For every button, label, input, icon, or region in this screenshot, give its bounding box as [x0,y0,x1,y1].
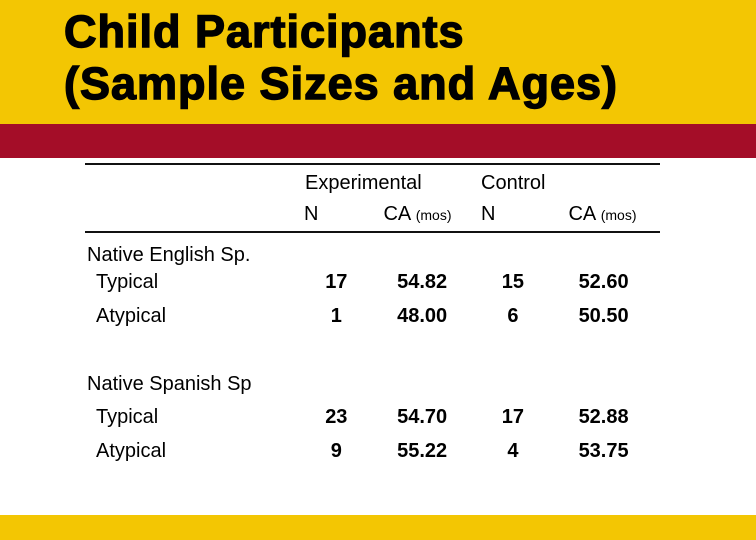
participants-table: Experimental Control N CA (mos) N CA (mo… [85,163,660,463]
header-spacer [85,202,300,227]
top-yellow-band [0,0,756,124]
row-label: Atypical [96,305,167,327]
header-ca-control-label: CA [568,203,596,225]
value-n-experimental: 9 [330,440,342,462]
group-header-native-english: Native English Sp. [85,243,660,267]
value-ca-experimental: 54.70 [397,406,448,428]
slide-title: Child Participants (Sample Sizes and Age… [63,5,734,110]
bottom-yellow-band [0,515,756,540]
value-ca-control: 50.50 [578,305,629,327]
table-row-spanish-atypical: Atypical 9 55.22 4 53.75 [85,439,660,463]
header-ca-experimental-unit: (mos) [415,207,452,223]
table-row-english-typical: Typical 17 54.82 15 52.60 [85,270,660,294]
row-label: Typical [96,271,159,293]
table-header-groups-row: Experimental Control [85,171,660,195]
group-label: Native English Sp. [87,244,251,266]
value-n-control: 17 [501,406,524,428]
value-ca-control: 53.75 [578,440,629,462]
group-header-native-spanish: Native Spanish Sp [85,372,660,396]
header-ca-experimental: CA (mos) [360,202,475,227]
value-ca-experimental: 54.82 [397,271,448,293]
value-n-control: 15 [501,271,524,293]
group-label: Native Spanish Sp [87,373,252,395]
table-header: Experimental Control N CA (mos) N CA (mo… [85,163,660,233]
red-divider-band [0,124,756,158]
value-ca-experimental: 48.00 [397,305,448,327]
value-n-control: 6 [507,305,519,327]
table-row-english-atypical: Atypical 1 48.00 6 50.50 [85,304,660,328]
header-n-control: N [481,203,496,225]
row-label: Typical [96,406,159,428]
header-ca-control-unit: (mos) [600,207,637,223]
table-row-spanish-typical: Typical 23 54.70 17 52.88 [85,405,660,429]
value-ca-experimental: 55.22 [397,440,448,462]
value-n-experimental: 17 [325,271,348,293]
header-n-experimental: N [304,203,319,225]
column-group-control: Control [481,172,546,194]
value-n-control: 4 [507,440,519,462]
value-n-experimental: 1 [330,305,342,327]
header-ca-control: CA (mos) [545,202,660,227]
row-label: Atypical [96,440,167,462]
table-header-subcolumns-row: N CA (mos) N CA (mos) [85,202,660,227]
header-ca-experimental-label: CA [383,203,411,225]
slide-title-line2: (Sample Sizes and Ages) [63,57,618,109]
slide-title-line1: Child Participants [63,5,465,57]
header-spacer [85,171,300,195]
value-ca-control: 52.88 [578,406,629,428]
value-ca-control: 52.60 [578,271,629,293]
column-group-experimental: Experimental [305,172,422,194]
value-n-experimental: 23 [325,406,348,428]
